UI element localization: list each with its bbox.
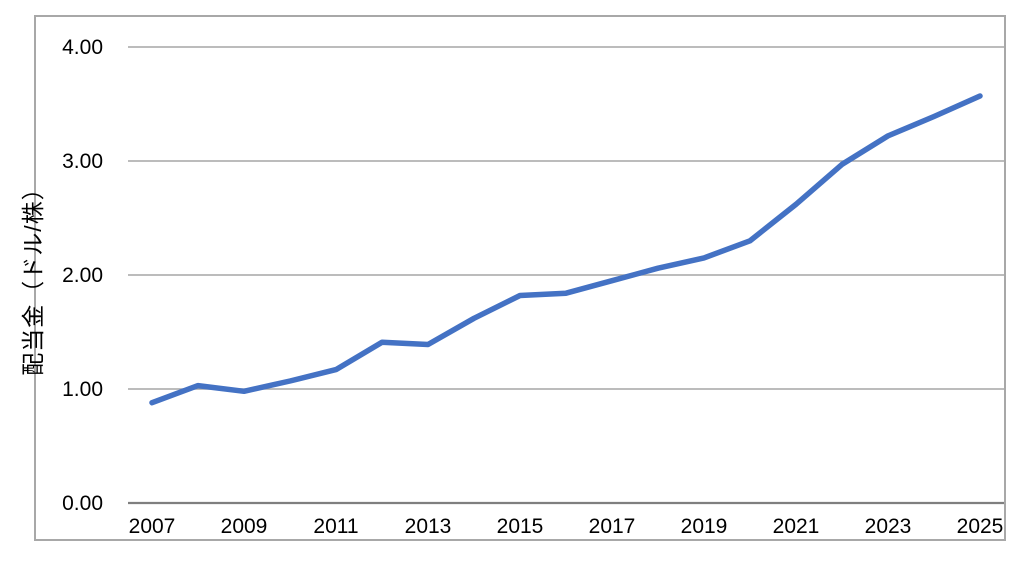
x-tick-2025: 2025 — [957, 515, 1004, 538]
x-tick-2021: 2021 — [773, 515, 820, 538]
x-tick-2015: 2015 — [497, 515, 544, 538]
x-tick-2009: 2009 — [221, 515, 268, 538]
y-tick-1.00: 1.00 — [62, 378, 103, 401]
y-tick-4.00: 4.00 — [62, 36, 103, 59]
x-tick-2019: 2019 — [681, 515, 728, 538]
x-tick-2017: 2017 — [589, 515, 636, 538]
x-tick-2007: 2007 — [129, 515, 176, 538]
y-tick-2.00: 2.00 — [62, 264, 103, 287]
chart-border — [34, 15, 1006, 541]
y-tick-3.00: 3.00 — [62, 150, 103, 173]
x-tick-2023: 2023 — [865, 515, 912, 538]
y-axis-title: 配当金（ドル/株） — [20, 176, 46, 376]
x-tick-2011: 2011 — [313, 515, 358, 538]
series-line-配当金 — [149, 93, 983, 406]
x-tick-2013: 2013 — [405, 515, 452, 538]
y-tick-0.00: 0.00 — [62, 492, 103, 515]
